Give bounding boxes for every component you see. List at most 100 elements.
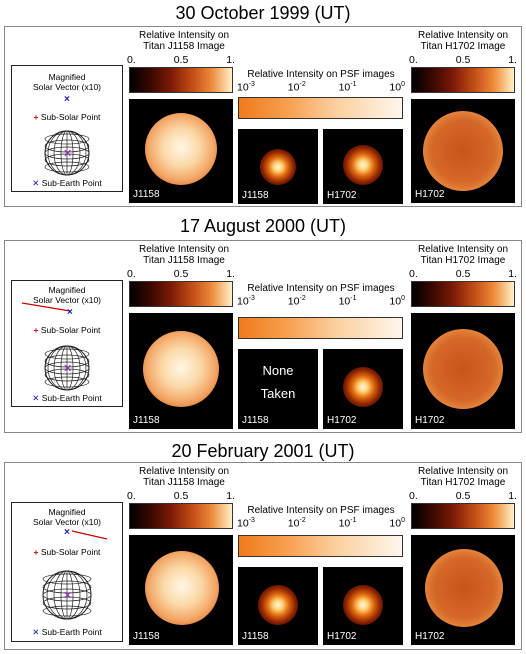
psf-ticks: 10-3 10-2 10-1 100 xyxy=(237,295,405,308)
x-icon: ✕ xyxy=(32,627,40,637)
titan-h-colorbar xyxy=(411,67,515,93)
tick: 10-3 xyxy=(237,295,255,308)
tick: 1. xyxy=(508,490,517,502)
x-icon: ✕ xyxy=(32,178,40,188)
tick: 10-2 xyxy=(287,295,306,308)
titan-j-ticks: 0. 0.5 1. xyxy=(127,268,235,280)
image-caption: J1158 xyxy=(242,415,269,426)
titan-disk xyxy=(145,113,217,185)
sub-earth-label: Sub-Earth Point xyxy=(41,627,102,637)
titan-j-colorbar xyxy=(129,67,233,93)
sub-earth-label: Sub-Earth Point xyxy=(41,393,102,403)
titan-h-colorbar xyxy=(411,503,515,529)
tick: 10-2 xyxy=(287,517,306,530)
psf-colorbar-label: Relative Intensity on PSF images xyxy=(247,69,395,80)
sub-earth-legend: ✕ Sub-Earth Point xyxy=(12,627,122,638)
psf-core xyxy=(258,585,298,625)
tick: 100 xyxy=(389,517,405,530)
geometry-svg: × ✕ xyxy=(21,302,90,391)
sub-solar-legend: + Sub-Solar Point xyxy=(12,325,122,335)
geometry-diagram: Magnified Solar Vector (x10) × ✕ + Sub-S… xyxy=(11,280,123,407)
geometry-diagram: Magnified Solar Vector (x10) × ✕ + Sub-S… xyxy=(11,65,123,192)
image-caption: H1702 xyxy=(415,189,445,200)
tick: 10-1 xyxy=(338,81,357,94)
tick: 0.5 xyxy=(455,490,471,502)
psf-core xyxy=(343,145,383,185)
sub-earth-label: Sub-Earth Point xyxy=(41,178,102,188)
tick: 0. xyxy=(409,490,418,502)
image-caption: J1158 xyxy=(242,631,269,642)
titan-disk xyxy=(425,549,503,627)
sub-solar-legend: + Sub-Solar Point xyxy=(12,112,122,122)
titan-disk xyxy=(423,329,503,409)
psf-h1702-image: H1702 xyxy=(323,567,403,645)
tick: 1. xyxy=(226,268,235,280)
titan-h-colorbar-label: Relative Intensity on Titan H1702 Image xyxy=(417,30,509,52)
image-caption: J1158 xyxy=(133,415,160,426)
psf-j1158-image: J1158 xyxy=(238,567,318,645)
tick: 1. xyxy=(508,54,517,66)
titan-disk xyxy=(145,551,219,625)
image-caption: H1702 xyxy=(327,190,357,201)
psf-colorbar xyxy=(238,317,403,339)
psf-ticks: 10-3 10-2 10-1 100 xyxy=(237,81,405,94)
titan-h-ticks: 0. 0.5 1. xyxy=(409,268,517,280)
titan-j-ticks: 0. 0.5 1. xyxy=(127,54,235,66)
titan-h1702-image: H1702 xyxy=(411,535,515,645)
psf-colorbar-label: Relative Intensity on PSF images xyxy=(247,283,395,294)
globe-icon: ✕ xyxy=(44,130,90,176)
psf-h1702-image: H1702 xyxy=(323,129,403,204)
psf-colorbar-label: Relative Intensity on PSF images xyxy=(247,505,395,516)
tick: 10-1 xyxy=(338,295,357,308)
tick: 100 xyxy=(389,81,405,94)
tick: 10-2 xyxy=(287,81,306,94)
image-caption: J1158 xyxy=(242,190,269,201)
tick: 0. xyxy=(409,268,418,280)
tick: 0. xyxy=(127,490,136,502)
tick: 0.5 xyxy=(173,490,189,502)
solar-vector-x-icon: × xyxy=(64,527,70,538)
geometry-diagram: Magnified Solar Vector (x10) × ✕ + Sub-S… xyxy=(11,502,123,642)
panel-2: Magnified Solar Vector (x10) × ✕ + Sub-S… xyxy=(4,240,522,433)
tick: 1. xyxy=(226,490,235,502)
tick: 1. xyxy=(508,268,517,280)
none-taken-text: Taken xyxy=(260,386,296,401)
sub-solar-label: Sub-Solar Point xyxy=(40,112,101,122)
tick: 10-1 xyxy=(338,517,357,530)
x-icon: ✕ xyxy=(32,393,40,403)
panel-1: Magnified Solar Vector (x10) × ✕ + Sub-S… xyxy=(4,26,522,207)
psf-j1158-image: J1158 xyxy=(238,129,318,204)
psf-colorbar xyxy=(238,535,403,557)
solar-vector-label: Magnified Solar Vector (x10) xyxy=(32,285,102,305)
titan-h-colorbar-label: Relative Intensity on Titan H1702 Image xyxy=(417,466,509,488)
psf-ticks: 10-3 10-2 10-1 100 xyxy=(237,517,405,530)
image-caption: H1702 xyxy=(415,415,445,426)
tick: 0.5 xyxy=(455,268,471,280)
tick: 0.5 xyxy=(173,268,189,280)
titan-disk xyxy=(143,331,219,407)
tick: 0. xyxy=(127,54,136,66)
sub-earth-legend: ✕ Sub-Earth Point xyxy=(12,178,122,189)
tick: 10-3 xyxy=(237,517,255,530)
titan-h1702-image: H1702 xyxy=(411,99,515,203)
titan-h-ticks: 0. 0.5 1. xyxy=(409,54,517,66)
tick: 0. xyxy=(409,54,418,66)
titan-j1158-image: J1158 xyxy=(129,535,233,645)
solar-vector-label: Magnified Solar Vector (x10) xyxy=(32,72,102,92)
psf-colorbar xyxy=(238,97,403,119)
tick: 0.5 xyxy=(173,54,189,66)
image-caption: H1702 xyxy=(327,415,357,426)
globe-icon: ✕ xyxy=(44,345,90,391)
sub-solar-legend: + Sub-Solar Point xyxy=(12,547,122,557)
plus-icon: + xyxy=(33,112,39,122)
none-taken-text: None xyxy=(262,363,294,378)
panel-3: Magnified Solar Vector (x10) × ✕ + Sub-S… xyxy=(4,462,522,650)
titan-h-colorbar-label: Relative Intensity on Titan H1702 Image xyxy=(417,244,509,266)
psf-core xyxy=(260,149,296,185)
sub-solar-label: Sub-Solar Point xyxy=(40,325,101,335)
plus-icon: + xyxy=(33,547,39,557)
image-caption: J1158 xyxy=(133,189,160,200)
titan-j-colorbar-label: Relative Intensity on Titan J1158 Image xyxy=(138,244,230,266)
tick: 10-3 xyxy=(237,81,255,94)
tick: 1. xyxy=(226,54,235,66)
